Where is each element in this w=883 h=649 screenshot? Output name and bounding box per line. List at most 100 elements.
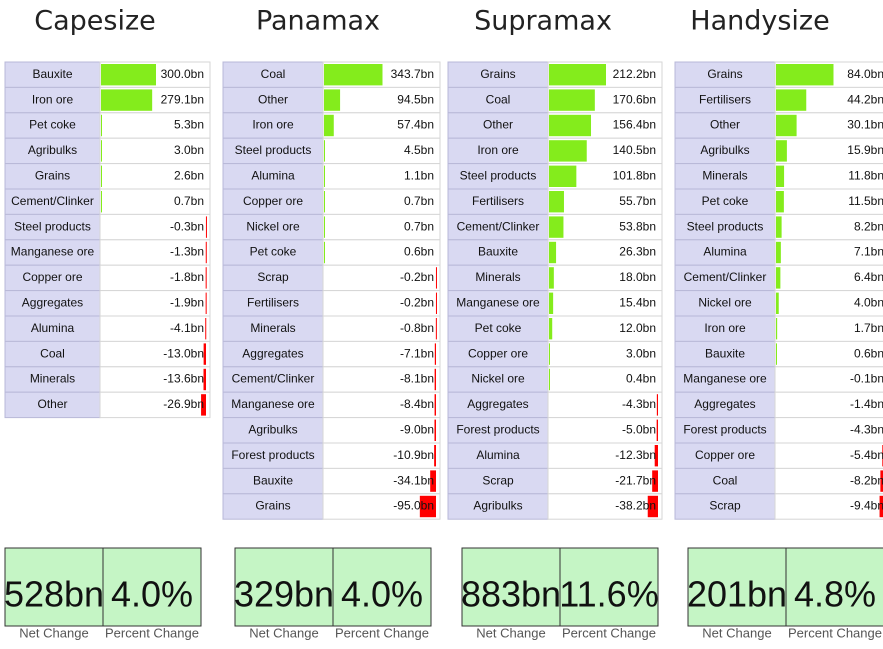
value-label: 279.1bn — [161, 92, 204, 106]
value-cell — [547, 264, 663, 292]
bar — [101, 64, 156, 86]
value-cell — [547, 467, 663, 495]
category-label: Aggregates — [22, 295, 83, 309]
value-label: -0.8bn — [400, 321, 434, 335]
category-label: Grains — [707, 67, 742, 81]
bar — [324, 216, 325, 238]
bar — [434, 394, 436, 416]
category-label: Bauxite — [32, 67, 72, 81]
value-cell — [547, 290, 663, 317]
value-label: 300.0bn — [161, 67, 204, 81]
category-label: Other — [37, 397, 67, 411]
bar — [656, 394, 658, 416]
bar — [549, 89, 595, 111]
value-cell — [322, 239, 441, 266]
summary-box — [559, 547, 659, 627]
value-label: -4.3bn — [622, 397, 656, 411]
value-cell — [774, 467, 883, 495]
value-label: -9.4bn — [850, 499, 883, 513]
bar — [776, 241, 781, 264]
category-label: Iron ore — [477, 143, 519, 157]
value-cell — [774, 366, 883, 393]
panel-title: Handysize — [690, 6, 829, 37]
category-label: Minerals — [30, 372, 75, 386]
label-cell — [447, 467, 549, 495]
bar — [203, 368, 206, 391]
value-label: 11.8bn — [848, 168, 883, 182]
value-label: 170.6bn — [613, 92, 656, 106]
label-cell — [674, 264, 776, 292]
category-label: Steel products — [460, 168, 537, 182]
summary-box — [234, 547, 334, 627]
label-cell — [447, 213, 549, 241]
bar — [549, 64, 606, 86]
summary-caption: Net Change — [249, 625, 318, 640]
category-label: Grains — [255, 499, 290, 513]
value-cell — [774, 391, 883, 419]
value-cell — [322, 86, 441, 114]
value-label: 53.8bn — [619, 219, 656, 233]
bar — [652, 470, 658, 492]
value-cell — [774, 493, 883, 520]
category-label: Pet coke — [250, 245, 297, 259]
summary-box — [687, 547, 787, 627]
value-label: 44.2bn — [847, 92, 883, 106]
category-label: Iron ore — [704, 321, 746, 335]
value-label: 1.7bn — [854, 321, 883, 335]
category-label: Aggregates — [467, 397, 528, 411]
value-label: -21.7bn — [615, 473, 656, 487]
value-label: 156.4bn — [613, 118, 656, 132]
category-label: Aggregates — [242, 346, 303, 360]
value-label: 212.2bn — [613, 67, 656, 81]
value-label: -26.9bn — [163, 397, 204, 411]
value-cell — [774, 315, 883, 342]
category-label: Steel products — [687, 219, 764, 233]
summary-caption: Net Change — [702, 625, 771, 640]
bar — [656, 419, 658, 441]
category-label: Iron ore — [252, 118, 294, 132]
label-cell — [447, 493, 549, 520]
value-label: -1.8bn — [170, 270, 204, 284]
value-label: 26.3bn — [619, 245, 656, 259]
category-label: Nickel ore — [698, 295, 752, 309]
summary-caption: Percent Change — [105, 625, 199, 640]
bar — [101, 140, 102, 162]
label-cell — [674, 493, 776, 520]
value-label: 11.5bn — [848, 194, 883, 208]
value-cell — [774, 213, 883, 241]
value-label: -8.1bn — [400, 372, 434, 386]
value-label: 0.4bn — [626, 372, 656, 386]
label-cell — [674, 213, 776, 241]
summary-value: 4.0% — [341, 574, 423, 615]
value-label: 0.6bn — [854, 346, 883, 360]
category-label: Forest products — [456, 422, 539, 436]
category-label: Copper ore — [22, 270, 82, 284]
value-label: -38.2bn — [615, 499, 656, 513]
bar — [776, 267, 781, 289]
category-label: Bauxite — [253, 473, 293, 487]
value-label: 3.0bn — [626, 346, 656, 360]
value-cell — [547, 417, 663, 444]
category-label: Steel products — [14, 219, 91, 233]
category-label: Aggregates — [694, 397, 755, 411]
category-label: Bauxite — [705, 346, 745, 360]
bar — [434, 343, 436, 365]
bar — [880, 470, 883, 492]
summary-value: 528bn — [4, 574, 104, 615]
bar — [549, 216, 564, 238]
summary-caption: Net Change — [476, 625, 545, 640]
panel-title: Capesize — [34, 6, 156, 37]
summary-box — [332, 547, 432, 627]
value-cell — [547, 213, 663, 241]
value-cell — [774, 417, 883, 444]
bar — [647, 495, 658, 518]
value-label: -8.4bn — [400, 397, 434, 411]
category-label: Agribulks — [28, 143, 77, 157]
panel-title: Panamax — [256, 6, 380, 37]
bar — [549, 343, 550, 365]
category-label: Pet coke — [29, 118, 76, 132]
value-label: 84.0bn — [847, 67, 883, 81]
summary-box — [102, 547, 202, 627]
value-label: -0.1bn — [850, 372, 883, 386]
